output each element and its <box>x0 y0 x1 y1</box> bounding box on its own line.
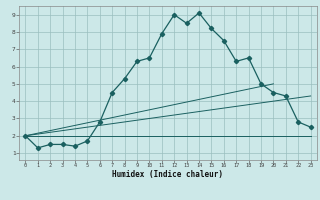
X-axis label: Humidex (Indice chaleur): Humidex (Indice chaleur) <box>113 170 223 179</box>
